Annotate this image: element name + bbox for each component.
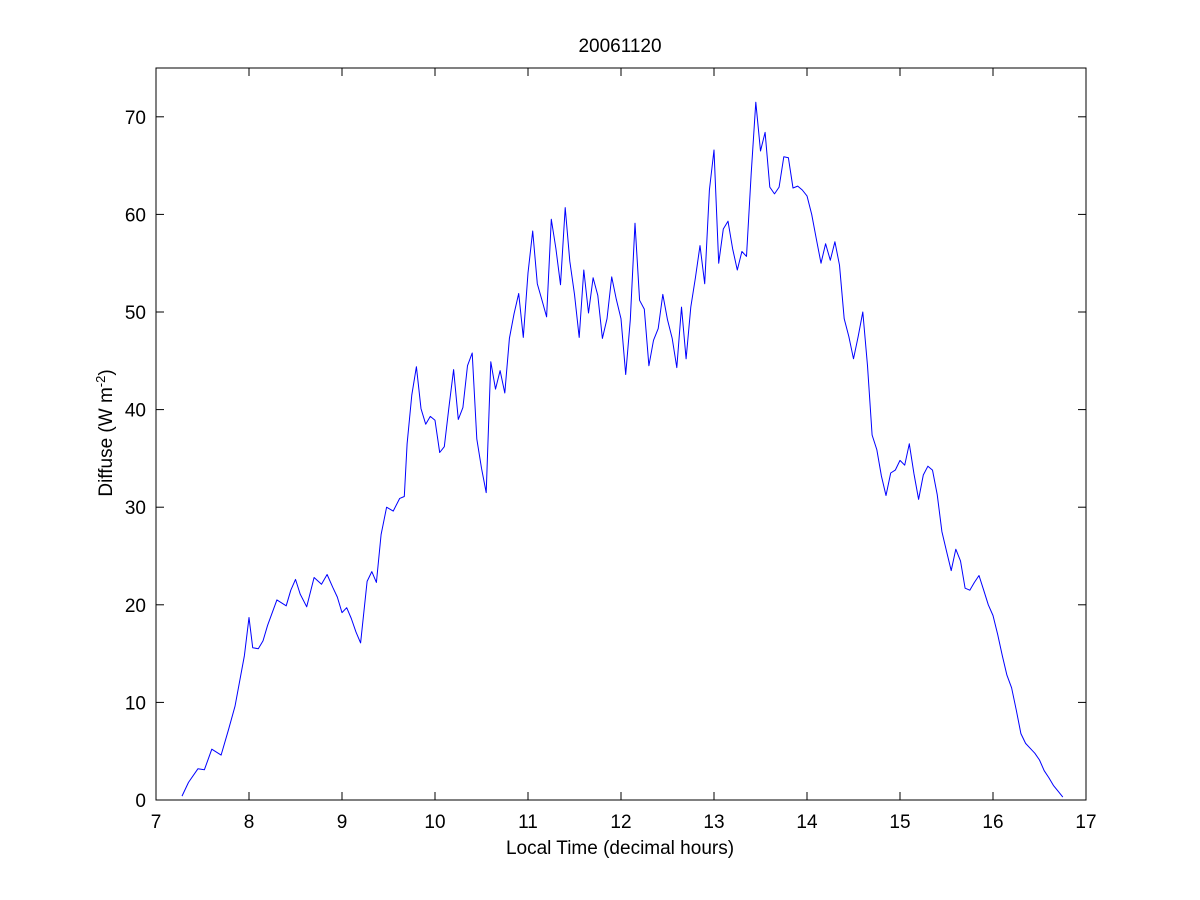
x-tick-label: 17 xyxy=(1075,812,1096,833)
x-tick-label: 9 xyxy=(337,812,348,833)
x-tick-label: 14 xyxy=(796,812,818,833)
x-tick-label: 11 xyxy=(518,812,538,833)
chart-title: 20061120 xyxy=(578,36,661,57)
x-tick-label: 12 xyxy=(610,812,631,833)
x-tick-label: 10 xyxy=(424,812,445,833)
x-tick-label: 16 xyxy=(982,812,1003,833)
y-axis-label: Diffuse (W m-2) xyxy=(93,369,118,496)
x-axis-label: Local Time (decimal hours) xyxy=(506,838,734,859)
y-tick-label: 70 xyxy=(125,108,146,129)
y-tick-label: 10 xyxy=(125,693,146,714)
y-tick-label: 60 xyxy=(125,205,146,226)
y-axis-label-superscript: -2 xyxy=(93,376,108,388)
y-tick-label: 20 xyxy=(125,596,146,617)
x-tick-label: 15 xyxy=(889,812,910,833)
y-tick-label: 50 xyxy=(125,303,146,324)
y-axis-ticks: 0 10 20 30 40 50 60 70 xyxy=(125,108,1086,812)
diffuse-series-line xyxy=(181,101,1064,798)
y-tick-label: 40 xyxy=(125,401,146,422)
x-axis-ticks: 7 8 9 10 11 12 13 14 15 16 17 xyxy=(151,68,1097,833)
y-axis-label-text: Diffuse (W m xyxy=(96,387,117,496)
y-axis-label-close: ) xyxy=(96,369,117,375)
plot-axes-frame xyxy=(155,67,1087,801)
y-tick-label: 30 xyxy=(125,498,146,519)
x-tick-label: 8 xyxy=(244,812,255,833)
x-tick-label: 13 xyxy=(703,812,724,833)
y-tick-label: 0 xyxy=(135,791,146,812)
x-tick-label: 7 xyxy=(151,812,162,833)
